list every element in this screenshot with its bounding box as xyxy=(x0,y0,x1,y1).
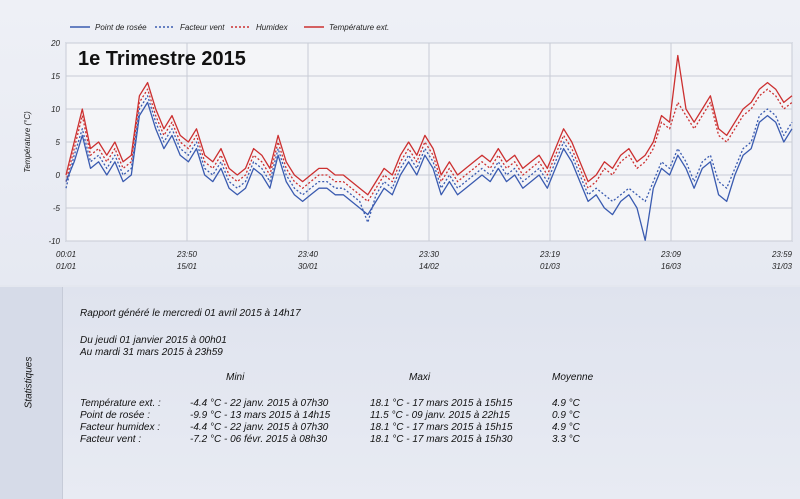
x-tick-label-date: 01/03 xyxy=(540,262,561,271)
statistics-panel: Statistiques Rapport généré le mercredi … xyxy=(0,287,800,499)
series-line-0 xyxy=(65,101,793,241)
x-tick-label-time: 00:01 xyxy=(56,250,76,259)
x-tick-label-date: 30/01 xyxy=(298,262,318,271)
y-tick-label: 15 xyxy=(51,72,60,81)
y-tick-label: 0 xyxy=(56,171,61,180)
stats-row-maxi: 18.1 °C - 17 mars 2015 à 15h15 xyxy=(370,398,513,409)
x-tick-label-date: 16/03 xyxy=(661,262,682,271)
legend-label: Facteur vent xyxy=(180,23,225,32)
stats-row-moyenne: 4.9 °C xyxy=(552,398,580,409)
stats-row-mini: -4.4 °C - 22 janv. 2015 à 07h30 xyxy=(190,422,329,433)
x-tick-label-time: 23:19 xyxy=(539,250,561,259)
stats-row-mini: -4.4 °C - 22 janv. 2015 à 07h30 xyxy=(190,398,329,409)
statistics-side-label: Statistiques xyxy=(23,356,35,409)
y-tick-label: 5 xyxy=(56,138,61,147)
period-to-line: Au mardi 31 mars 2015 à 23h59 xyxy=(80,347,223,358)
stats-row-maxi: 11.5 °C - 09 janv. 2015 à 22h15 xyxy=(370,410,510,421)
stats-row-label: Facteur vent : xyxy=(80,434,142,445)
x-tick-label-time: 23:50 xyxy=(176,250,198,259)
chart-panel: 20 15 10 5 0 -5 -10 00:01 01/01 23:50 15/01 23:40 30… xyxy=(0,0,800,285)
series-line-3 xyxy=(65,54,793,196)
x-tick-label-time: 23:40 xyxy=(297,250,319,259)
stats-row-label: Température ext. : xyxy=(80,398,161,409)
stats-row-maxi: 18.1 °C - 17 mars 2015 à 15h15 xyxy=(370,422,513,433)
chart-svg: 20 15 10 5 0 -5 -10 00:01 01/01 23:50 15/01 23:40 30… xyxy=(23,23,793,271)
y-tick-label: -5 xyxy=(53,204,61,213)
stats-row-maxi: 18.1 °C - 17 mars 2015 à 15h30 xyxy=(370,434,513,445)
chart-title: 1e Trimestre 2015 xyxy=(78,48,246,70)
column-header-maxi: Maxi xyxy=(409,372,431,383)
x-tick-label-date: 14/02 xyxy=(419,262,440,271)
y-tick-label: 10 xyxy=(51,105,60,114)
legend-label: Point de rosée xyxy=(95,23,147,32)
x-tick-label-date: 01/01 xyxy=(56,262,76,271)
x-tick-label-time: 23:59 xyxy=(771,250,793,259)
x-tick-label-time: 23:30 xyxy=(418,250,440,259)
report-generated-line: Rapport généré le mercredi 01 avril 2015… xyxy=(80,308,301,319)
x-tick-label-date: 15/01 xyxy=(177,262,197,271)
y-tick-label: 20 xyxy=(50,39,60,48)
series-line-2 xyxy=(65,88,793,203)
legend-label: Humidex xyxy=(256,23,289,32)
y-tick-label: -10 xyxy=(48,237,60,246)
stats-row-moyenne: 3.3 °C xyxy=(552,434,580,445)
x-tick-label-time: 23:09 xyxy=(660,250,682,259)
y-axis-label: Température (°C) xyxy=(23,111,32,173)
stats-row-mini: -7.2 °C - 06 févr. 2015 à 08h30 xyxy=(190,434,328,445)
stats-row-moyenne: 4.9 °C xyxy=(552,422,580,433)
stats-row-moyenne: 0.9 °C xyxy=(552,410,580,421)
statistics-side-bar: Statistiques xyxy=(0,287,63,499)
stats-row-mini: -9.9 °C - 13 mars 2015 à 14h15 xyxy=(190,410,331,421)
column-header-moyenne: Moyenne xyxy=(552,372,594,383)
column-header-mini: Mini xyxy=(226,372,245,383)
stats-row-label: Point de rosée : xyxy=(80,410,151,421)
legend-label: Température ext. xyxy=(329,23,389,32)
series-line-1 xyxy=(65,95,793,224)
stats-row-label: Facteur humidex : xyxy=(80,422,161,433)
period-from-line: Du jeudi 01 janvier 2015 à 00h01 xyxy=(80,335,227,346)
x-tick-label-date: 31/03 xyxy=(772,262,793,271)
